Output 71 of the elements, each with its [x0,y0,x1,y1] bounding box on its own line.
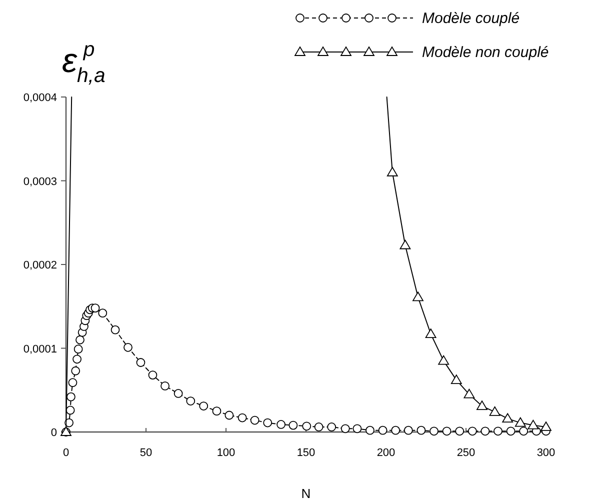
point [160,381,170,390]
point [480,426,490,436]
point [199,402,208,410]
point [72,354,82,364]
point [400,240,411,250]
point [90,304,100,312]
point [430,426,438,436]
point [212,406,222,416]
point [438,355,450,365]
y-tick-label: 0,0003 [23,176,57,188]
point [66,392,76,402]
point [386,166,398,176]
point [514,417,526,427]
point [540,422,552,431]
point [412,292,424,302]
x-tick-label: 0 [62,447,70,459]
point [302,422,312,431]
point [502,413,514,423]
point [327,422,336,432]
point [528,420,539,430]
y-tick-label: 0,0001 [23,343,57,356]
point [288,420,298,430]
point [378,426,388,435]
point [276,420,286,429]
point [506,426,516,436]
x-tick-label: 250 [456,447,476,459]
x-tick-label: 300 [536,447,556,459]
legend-label: Modèle non couplé [422,44,549,61]
point [74,344,83,354]
point [340,424,350,434]
point [68,378,78,388]
point [148,370,158,380]
point [425,328,436,338]
point [186,396,196,406]
y-tick-label: 0 [50,427,57,439]
point [314,422,324,432]
x-axis-title: N [301,486,311,501]
point [464,388,475,398]
point [442,426,452,436]
point [250,416,260,425]
point [476,400,488,410]
legend-label: Modèle couplé [422,10,520,27]
point [519,426,528,436]
point [404,426,413,435]
x-tick-label: 150 [296,447,316,459]
x-tick-label: 50 [140,447,152,459]
point [416,426,426,435]
point [263,418,272,428]
point [66,406,75,415]
point [391,426,400,435]
point [494,426,502,436]
point [455,426,464,436]
point [489,406,500,416]
x-tick-label: 200 [376,447,396,459]
point [110,325,120,334]
y-tick-label: 0,0002 [23,260,57,272]
point [76,335,84,344]
point [124,342,132,352]
point [352,424,362,434]
point [98,308,108,318]
point [450,374,462,384]
point [468,426,477,436]
point [136,358,146,367]
point [238,413,247,422]
y-tick-label: 0,0004 [23,92,57,104]
point [366,426,374,435]
point [174,389,183,398]
point [224,410,234,420]
point [71,366,80,376]
point [64,418,74,428]
x-tick-label: 100 [216,447,236,459]
